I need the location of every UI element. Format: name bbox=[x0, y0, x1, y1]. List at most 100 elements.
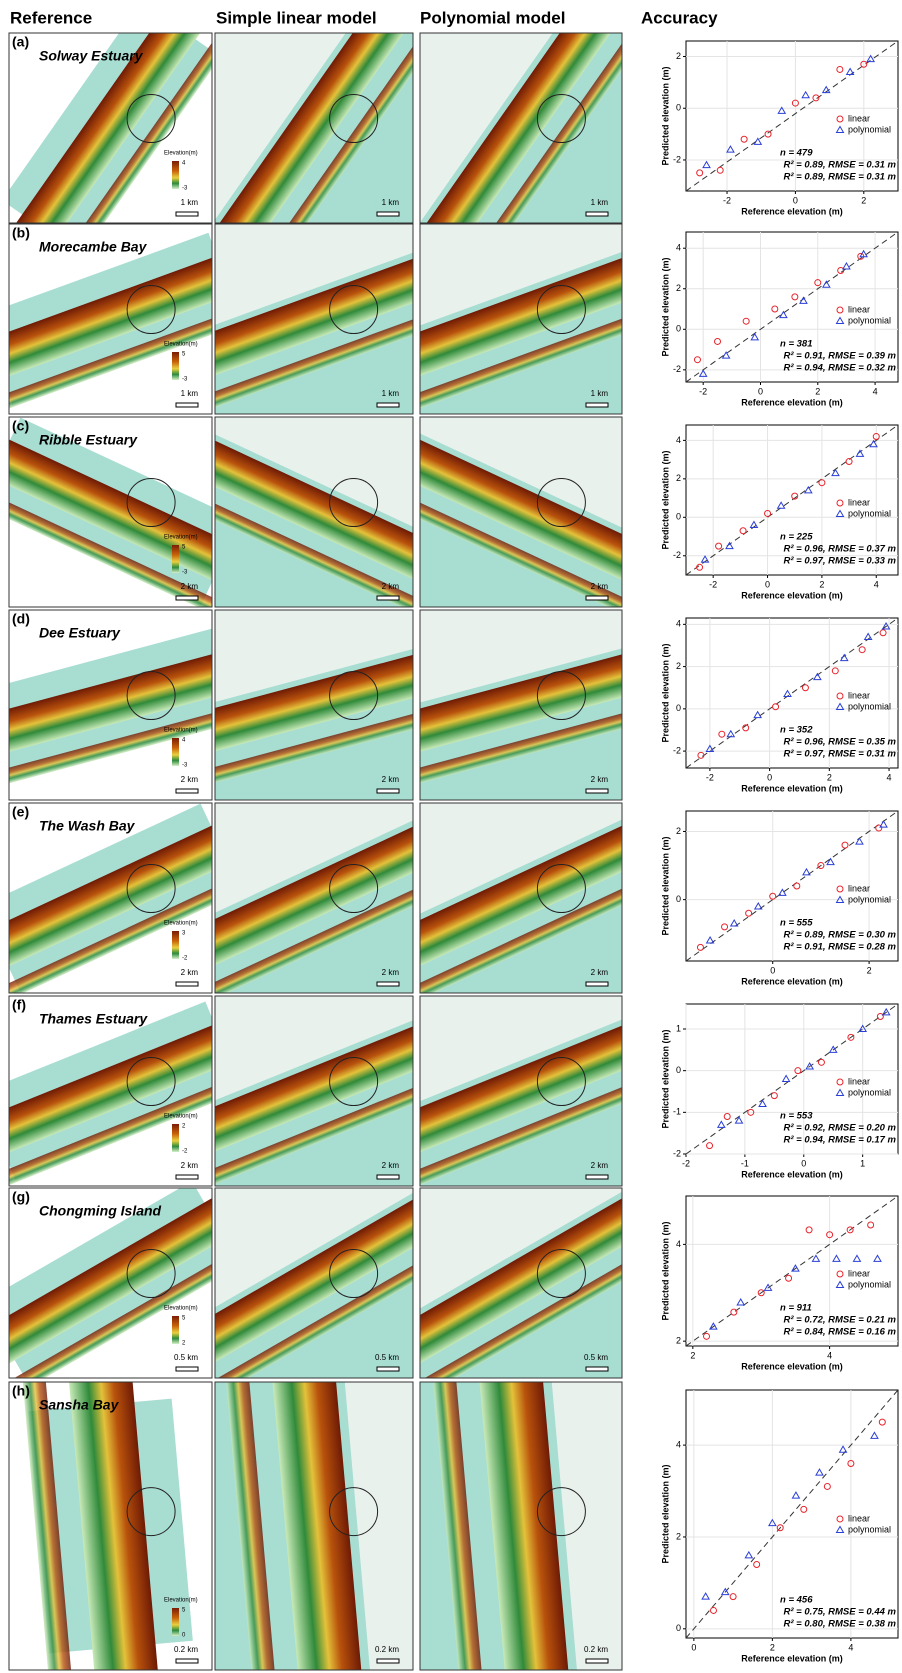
legend-label: linear bbox=[848, 1268, 870, 1278]
terrain-band bbox=[420, 809, 622, 984]
terrain-band bbox=[420, 1062, 622, 1186]
map-panel: 0.2 km bbox=[214, 1381, 414, 1671]
terrain-band bbox=[456, 33, 622, 223]
map-panel: 0.5 km bbox=[214, 1187, 414, 1379]
point bbox=[772, 703, 780, 711]
colorbar-max: 2 bbox=[182, 1124, 186, 1130]
point bbox=[801, 684, 809, 692]
map-border bbox=[8, 609, 213, 801]
scale-bar bbox=[175, 402, 199, 408]
scale-bar bbox=[585, 402, 609, 408]
stats-label: R² = 0.84, RMSE = 0.16 m bbox=[784, 1327, 897, 1338]
stats-label: R² = 0.89, RMSE = 0.31 m bbox=[784, 160, 897, 171]
stats-label: R² = 0.96, RMSE = 0.37 m bbox=[784, 544, 897, 555]
one-to-one-line bbox=[685, 810, 899, 962]
terrain-band bbox=[250, 33, 413, 223]
x-tick-label: 4 bbox=[873, 386, 878, 396]
point bbox=[873, 1254, 882, 1262]
terrain-band bbox=[215, 243, 413, 392]
scale-label: 0.2 km bbox=[174, 1645, 198, 1654]
point bbox=[739, 527, 747, 535]
y-tick-label: 1 bbox=[676, 1023, 681, 1033]
scale-bar bbox=[175, 1366, 199, 1372]
map-panel: 1 km bbox=[419, 32, 623, 224]
focus-circle bbox=[536, 1487, 586, 1537]
map-border bbox=[214, 1381, 414, 1671]
panel-label: (g) bbox=[12, 1189, 30, 1205]
x-axis-label: Reference elevation (m) bbox=[741, 1653, 843, 1663]
point bbox=[749, 520, 759, 528]
focus-circle bbox=[536, 94, 586, 143]
terrain-band bbox=[478, 1382, 570, 1670]
legend-marker bbox=[835, 1280, 845, 1288]
point bbox=[813, 672, 822, 681]
colorbar-min: -3 bbox=[182, 570, 188, 576]
site-name: Morecambe Bay bbox=[39, 239, 148, 255]
terrain-band bbox=[215, 296, 413, 414]
point bbox=[863, 632, 873, 641]
point bbox=[845, 67, 855, 76]
terrain-band bbox=[9, 1009, 212, 1170]
point bbox=[764, 130, 772, 138]
one-to-one-line bbox=[685, 424, 899, 576]
scale-label: 2 km bbox=[591, 775, 609, 784]
legend-label: linear bbox=[848, 883, 870, 893]
x-tick-label: 0 bbox=[770, 965, 775, 975]
terrain-band bbox=[9, 474, 212, 607]
point bbox=[764, 509, 772, 517]
point bbox=[791, 1264, 800, 1272]
point bbox=[747, 1108, 755, 1116]
scale-bar bbox=[585, 1366, 609, 1372]
legend-title: Elevation(m) bbox=[164, 1306, 198, 1312]
scale-label: 2 km bbox=[591, 1161, 609, 1170]
point bbox=[869, 439, 878, 448]
point bbox=[779, 310, 788, 319]
focus-circle bbox=[126, 478, 176, 527]
legend-label: polynomial bbox=[848, 1087, 891, 1097]
terrain-band bbox=[9, 295, 212, 414]
focus-circle bbox=[126, 285, 176, 334]
point bbox=[876, 1013, 884, 1020]
column-header: Polynomial model bbox=[420, 8, 565, 27]
map-image bbox=[9, 1382, 212, 1670]
site-name: Sansha Bay bbox=[39, 1397, 120, 1413]
map-panel: 2 km (c) Ribble Estuary Elevation(m) 5 -3 bbox=[8, 416, 213, 608]
map-panel: 2 km bbox=[419, 609, 623, 801]
point bbox=[828, 1045, 838, 1053]
point bbox=[794, 1067, 802, 1075]
map-image bbox=[215, 996, 413, 1186]
map-border bbox=[419, 1381, 623, 1671]
y-tick-label: 4 bbox=[676, 1239, 681, 1249]
y-tick-label: 0 bbox=[676, 894, 681, 904]
stats-label: R² = 0.96, RMSE = 0.35 m bbox=[784, 737, 897, 748]
scale-bar bbox=[175, 981, 199, 987]
point bbox=[867, 1221, 875, 1229]
x-tick-label: 0 bbox=[801, 1158, 806, 1168]
point bbox=[705, 744, 715, 752]
point bbox=[846, 1226, 854, 1234]
legend-marker bbox=[835, 895, 845, 903]
panel-label: (c) bbox=[12, 418, 29, 434]
point bbox=[715, 542, 723, 550]
scale-bar bbox=[376, 1658, 400, 1664]
scale-label: 1 km bbox=[181, 389, 199, 398]
scale-label: 2 km bbox=[591, 968, 609, 977]
site-name: Solway Estuary bbox=[39, 48, 144, 64]
colorbar-min: -3 bbox=[182, 186, 188, 192]
terrain-band bbox=[420, 1232, 622, 1378]
terrain-band bbox=[271, 1382, 363, 1670]
x-tick-label: 2 bbox=[770, 1642, 775, 1652]
map-panel: 2 km (e) The Wash Bay Elevation(m) 3 -2 bbox=[8, 802, 213, 994]
terrain-band bbox=[420, 641, 622, 766]
point bbox=[744, 1550, 754, 1559]
point bbox=[705, 936, 715, 944]
focus-circle bbox=[329, 1249, 379, 1298]
scale-label: 1 km bbox=[591, 198, 609, 207]
point bbox=[817, 1058, 825, 1066]
point bbox=[750, 332, 760, 341]
point bbox=[693, 356, 701, 364]
scale-label: 2 km bbox=[181, 582, 199, 591]
map-image bbox=[9, 224, 212, 414]
bare-area bbox=[420, 224, 622, 348]
bare-area bbox=[215, 996, 413, 1125]
